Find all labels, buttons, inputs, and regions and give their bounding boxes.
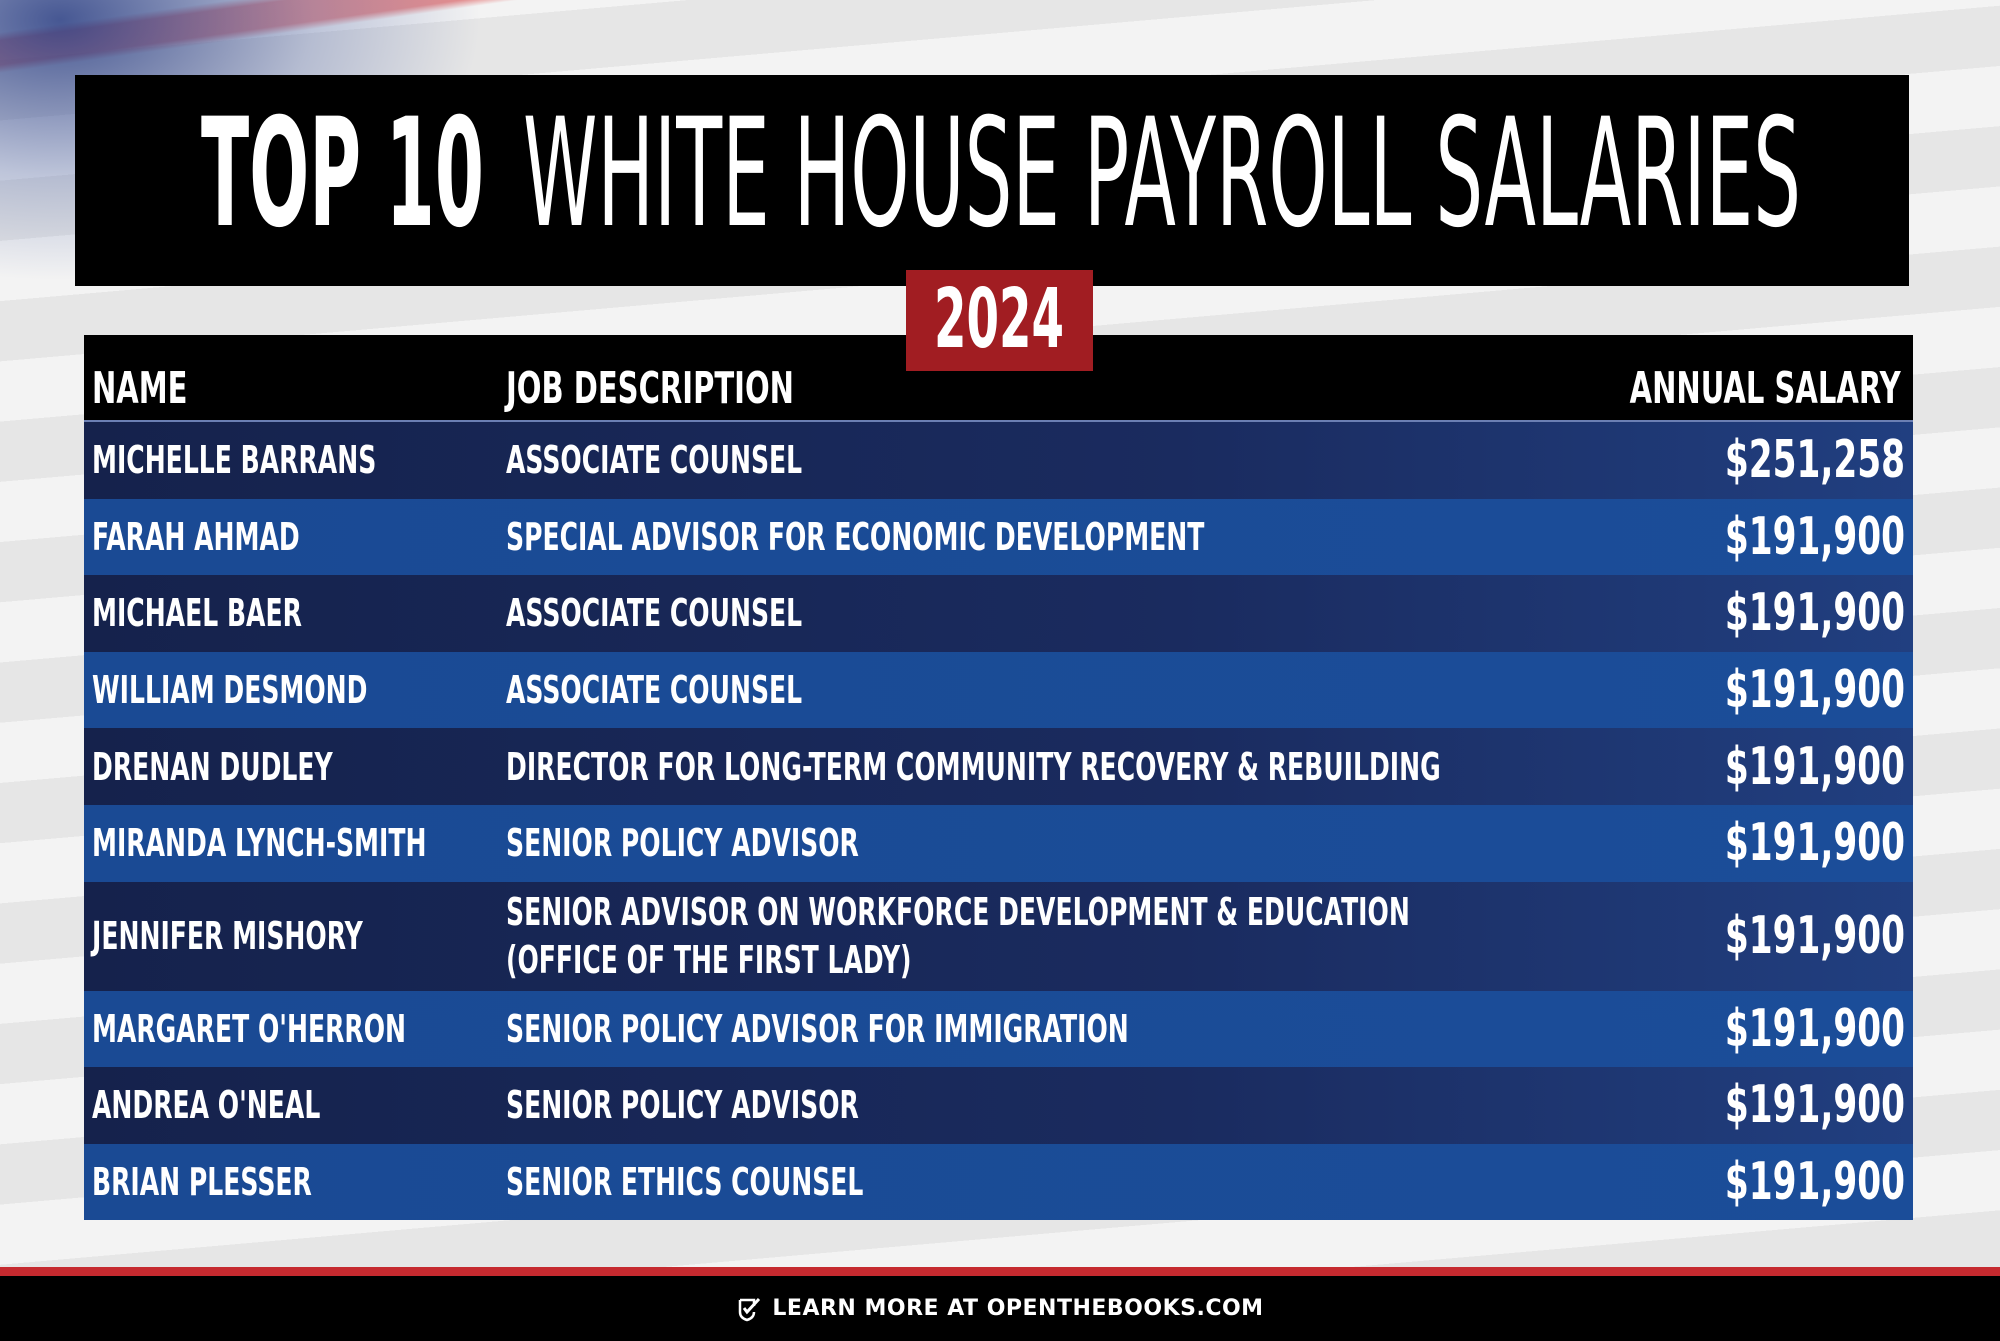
name-cell: BRIAN PLESSER	[92, 1160, 312, 1205]
salary-cell: $191,900	[1724, 906, 1905, 967]
name-cell: FARAH AHMAD	[92, 514, 300, 559]
name-cell: JENNIFER MISHORY	[92, 914, 363, 959]
salary-cell: $191,900	[1724, 583, 1905, 644]
column-header: NAME	[92, 363, 188, 414]
table-row: MARGARET O'HERRON SENIOR POLICY ADVISOR F…	[84, 990, 1913, 1068]
table-row: MICHELLE BARRANS ASSOCIATE COUNSEL $251,25…	[84, 422, 1913, 499]
job-cell: ASSOCIATE COUNSEL	[506, 591, 803, 636]
salary-cell: $191,900	[1724, 660, 1905, 721]
title-bar: TOP 10 WHITE HOUSE PAYROLL SALARIES	[75, 75, 1909, 286]
table-row: WILLIAM DESMOND ASSOCIATE COUNSEL $191,900	[84, 651, 1913, 729]
table-row: DRENAN DUDLEY DIRECTOR FOR LONG-TERM COMM…	[84, 728, 1913, 805]
salary-cell: $191,900	[1724, 736, 1905, 797]
job-cell: SENIOR POLICY ADVISOR	[506, 821, 859, 866]
job-cell: SENIOR ETHICS COUNSEL	[506, 1160, 864, 1205]
name-cell: DRENAN DUDLEY	[92, 744, 333, 789]
salary-cell: $191,900	[1724, 998, 1905, 1059]
footer: LEARN MORE AT OPENTHEBOOKS.COM	[0, 1276, 2000, 1341]
table-row: FARAH AHMAD SPECIAL ADVISOR FOR ECONOMIC …	[84, 498, 1913, 576]
job-cell: SENIOR POLICY ADVISOR	[506, 1083, 859, 1128]
salary-table: NAME JOB DESCRIPTION ANNUAL SALARY MICHELLE…	[84, 335, 1913, 1221]
table-row: ANDREA O'NEAL SENIOR POLICY ADVISOR $191,9…	[84, 1067, 1913, 1144]
footer-stripe	[0, 1267, 2000, 1276]
year-badge: 2024	[906, 270, 1093, 371]
table-row: BRIAN PLESSER SENIOR ETHICS COUNSEL $191,9…	[84, 1143, 1913, 1221]
name-cell: MICHELLE BARRANS	[92, 438, 377, 483]
table-row: MIRANDA LYNCH-SMITH SENIOR POLICY ADVISOR…	[84, 804, 1913, 882]
salary-cell: $251,258	[1724, 430, 1905, 491]
salary-cell: $191,900	[1724, 1075, 1905, 1136]
job-cell: SENIOR ADVISOR ON WORKFORCE DEVELOPMENT …	[506, 888, 1410, 984]
footer-link[interactable]: LEARN MORE AT OPENTHEBOOKS.COM	[772, 1296, 1264, 1321]
job-cell: DIRECTOR FOR LONG-TERM COMMUNITY RECOVER…	[506, 744, 1441, 789]
job-cell: ASSOCIATE COUNSEL	[506, 438, 803, 483]
column-header: JOB DESCRIPTION	[506, 363, 794, 414]
title-text: WHITE HOUSE PAYROLL SALARIES	[523, 87, 1801, 261]
table-row: MICHAEL BAER ASSOCIATE COUNSEL $191,900	[84, 575, 1913, 652]
name-cell: MARGARET O'HERRON	[92, 1006, 407, 1051]
name-cell: ANDREA O'NEAL	[92, 1083, 321, 1128]
job-line: SENIOR ADVISOR ON WORKFORCE DEVELOPMENT …	[506, 890, 1410, 935]
job-cell: SENIOR POLICY ADVISOR FOR IMMIGRATION	[506, 1006, 1129, 1051]
salary-cell: $191,900	[1724, 813, 1905, 874]
name-cell: MIRANDA LYNCH-SMITH	[92, 821, 427, 866]
salary-cell: $191,900	[1724, 506, 1905, 567]
check-icon	[739, 1297, 761, 1321]
job-cell: ASSOCIATE COUNSEL	[506, 668, 803, 713]
name-cell: MICHAEL BAER	[92, 591, 302, 636]
year: 2024	[934, 272, 1064, 367]
table-row: JENNIFER MISHORY SENIOR ADVISOR ON WORKFO…	[84, 881, 1913, 991]
title-highlight: TOP 10	[201, 87, 484, 261]
job-line: (OFFICE OF THE FIRST LADY)	[506, 938, 912, 983]
name-cell: WILLIAM DESMOND	[92, 668, 368, 713]
salary-cell: $191,900	[1724, 1152, 1905, 1213]
column-header: ANNUAL SALARY	[1629, 363, 1901, 414]
job-cell: SPECIAL ADVISOR FOR ECONOMIC DEVELOPMENT	[506, 514, 1205, 559]
